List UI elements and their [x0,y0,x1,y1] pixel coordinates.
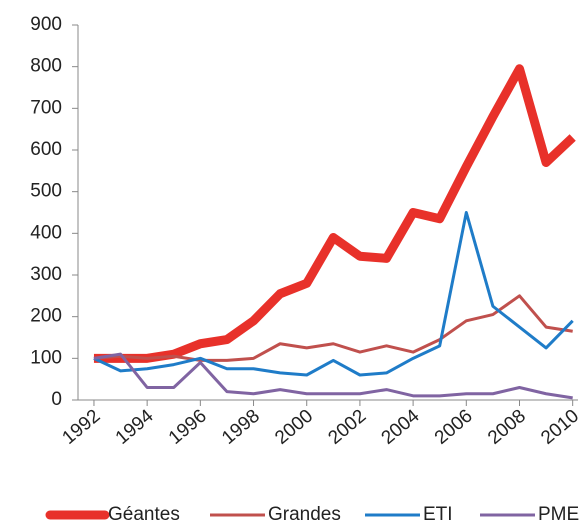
x-tick-label: 2010 [537,406,580,449]
line-series [93,211,574,377]
x-tick-label: 2002 [324,406,370,449]
legend-label: ETI [423,504,453,525]
line-series [93,352,573,400]
line-series [93,64,576,363]
legend-label: Grandes [268,504,341,525]
y-tick-label: 400 [30,222,62,243]
x-tick-label: 2004 [378,405,424,449]
y-tick-label: 500 [30,181,62,202]
y-tick-label: 300 [30,264,62,285]
y-tick-label: 800 [30,56,62,77]
y-tick-label: 0 [51,389,62,410]
line-series [93,294,573,362]
x-tick-label: 1994 [112,405,158,449]
y-tick-label: 200 [30,306,62,327]
y-tick-label: 600 [30,139,62,160]
x-tick-label: 1996 [165,406,211,449]
y-tick-label: 700 [30,97,62,118]
x-tick-label: 1998 [218,406,264,449]
x-tick-label: 1992 [59,406,105,449]
y-tick-label: 100 [30,347,62,368]
x-tick-label: 2008 [484,406,530,449]
legend-label: PME [538,504,579,525]
legend-label: Géantes [108,504,180,525]
x-tick-label: 2000 [271,406,317,449]
x-tick-label: 2006 [431,406,477,449]
y-tick-label: 900 [30,14,62,35]
